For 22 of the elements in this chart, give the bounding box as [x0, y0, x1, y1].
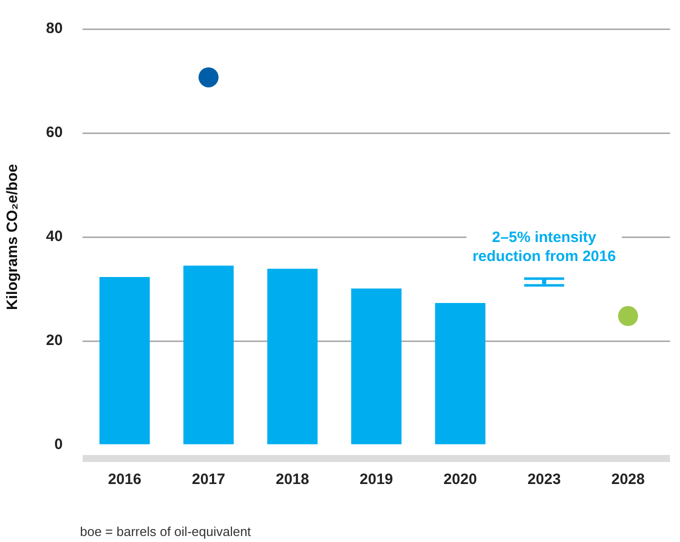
y-axis-title: Kilograms CO₂e/boe	[4, 164, 22, 310]
x-tick-label: 2019	[360, 471, 394, 488]
x-tick-label: 2017	[192, 471, 226, 488]
text: boe = barrels of oil-equivalent	[80, 524, 251, 539]
y-tick-label: 40	[46, 228, 63, 246]
bar	[183, 266, 234, 444]
annotation: 2–5% intensity reduction from 2016	[472, 229, 616, 266]
y-tick-label: 20	[46, 332, 63, 350]
point	[618, 306, 638, 326]
x-tick-label: 2028	[611, 471, 645, 488]
point	[198, 67, 219, 88]
bar	[267, 268, 318, 444]
x-tick-label: 2020	[444, 471, 477, 488]
x-tick-label: 2018	[276, 471, 310, 488]
bar	[435, 303, 486, 444]
x-tick-label: 2023	[527, 471, 561, 488]
bar	[351, 288, 402, 444]
bar	[99, 277, 150, 444]
y-tick-label: 80	[46, 20, 63, 38]
y-tick-label: 60	[46, 124, 63, 142]
y-tick-label: 0	[54, 436, 63, 454]
x-tick-label: 2016	[108, 471, 142, 488]
